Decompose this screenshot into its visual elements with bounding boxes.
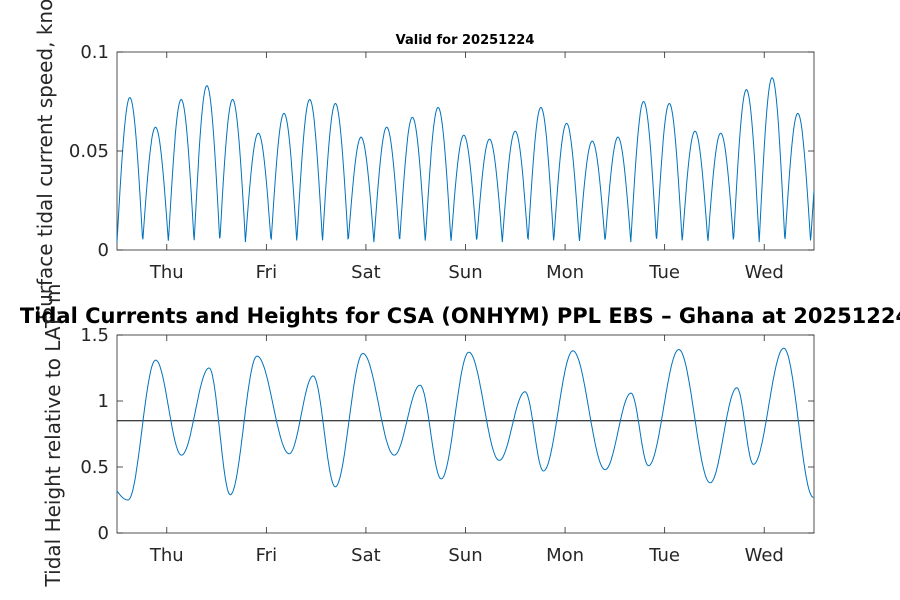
x-tick-label: Wed xyxy=(745,545,784,566)
x-tick-label: Sun xyxy=(448,262,482,283)
x-tick-label: Tue xyxy=(648,545,680,566)
height-x-ticks: Thu Fri Sat Sun Mon Tue Wed xyxy=(149,335,784,566)
height-axes xyxy=(116,334,815,534)
y-tick-label: 0 xyxy=(98,240,109,261)
x-tick-label: Sat xyxy=(351,545,381,566)
y-tick-label: 0.5 xyxy=(80,457,109,478)
x-tick-label: Sun xyxy=(448,545,482,566)
tidal-height-series xyxy=(116,347,814,501)
tidal-height-chart: Tidal Currents and Heights for CSA (ONHY… xyxy=(20,284,900,588)
y-tick-label: 0 xyxy=(98,523,109,544)
height-y-ticks: 0 0.5 1 1.5 xyxy=(80,325,814,544)
current-speed-series xyxy=(116,77,815,243)
x-tick-label: Fri xyxy=(256,262,277,283)
axes-box xyxy=(116,334,815,534)
y-tick-label: 1 xyxy=(98,391,109,412)
x-tick-label: Mon xyxy=(546,262,584,283)
x-tick-label: Fri xyxy=(256,545,277,566)
y-tick-label: 1.5 xyxy=(80,325,109,346)
x-tick-label: Thu xyxy=(149,545,184,566)
x-tick-label: Thu xyxy=(149,262,184,283)
x-tick-label: Sat xyxy=(351,262,381,283)
current-x-ticks: Thu Fri Sat Sun Mon Tue Wed xyxy=(149,52,784,283)
x-tick-label: Wed xyxy=(745,262,784,283)
current-y-axis-label: Surface tidal current speed, knots xyxy=(33,0,57,320)
y-tick-label: 0.05 xyxy=(69,141,109,162)
height-y-axis-label: Tidal Height relative to LAT, m xyxy=(41,284,65,588)
y-tick-label: 0.1 xyxy=(80,42,109,63)
x-tick-label: Tue xyxy=(648,262,680,283)
current-speed-chart: Valid for 20251224 Surface tidal current… xyxy=(33,0,815,320)
x-tick-label: Mon xyxy=(546,545,584,566)
height-chart-title: Tidal Currents and Heights for CSA (ONHY… xyxy=(20,304,900,328)
current-chart-title: Valid for 20251224 xyxy=(396,33,535,48)
current-y-ticks: 0 0.05 0.1 xyxy=(69,42,814,261)
